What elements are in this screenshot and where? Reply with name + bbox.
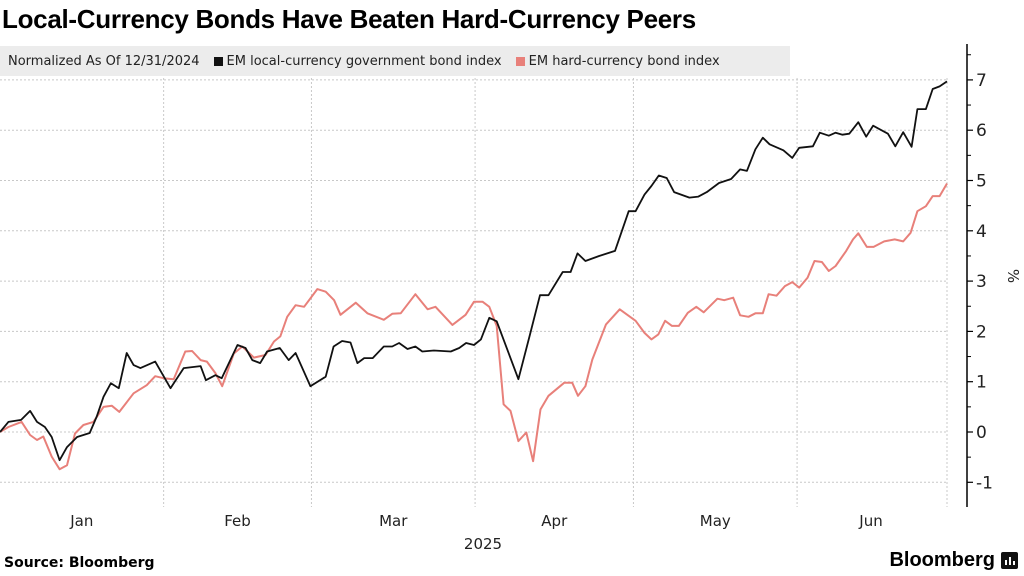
y-tick-label: 6 — [976, 121, 987, 141]
y-tick-label: 7 — [976, 71, 987, 91]
legend-swatch-local — [213, 56, 223, 66]
y-tick-label: 1 — [976, 373, 987, 393]
legend-label-hard: EM hard-currency bond index — [528, 53, 720, 69]
source-note: Source: Bloomberg — [4, 555, 155, 571]
legend-swatch-hard — [515, 56, 525, 66]
y-tick-label: 4 — [976, 222, 987, 242]
chart-title: Local-Currency Bonds Have Beaten Hard-Cu… — [2, 4, 696, 34]
bloomberg-logo: Bloomberg — [889, 549, 1018, 572]
legend-item-hard: EM hard-currency bond index — [515, 53, 720, 69]
x-tick-label: May — [700, 512, 731, 530]
y-axis-label: % — [1004, 269, 1022, 283]
logo-text: Bloomberg — [889, 549, 995, 571]
x-tick-label: Jan — [69, 512, 93, 530]
legend: Normalized As Of 12/31/2024 EM local-cur… — [0, 46, 790, 76]
x-tick-label: Feb — [224, 512, 251, 530]
legend-title: Normalized As Of 12/31/2024 — [8, 53, 200, 69]
legend-item-local: EM local-currency government bond index — [213, 53, 502, 69]
y-tick-label: -1 — [976, 473, 993, 493]
legend-label-local: EM local-currency government bond index — [226, 53, 502, 69]
x-tick-label: Mar — [379, 512, 408, 530]
y-tick-label: 2 — [976, 322, 987, 342]
y-tick-label: 0 — [976, 423, 987, 443]
y-tick-label: 5 — [976, 172, 987, 192]
x-tick-label: Apr — [541, 512, 568, 530]
series-line-local-currency — [0, 80, 948, 462]
x-axis-label: 2025 — [464, 535, 502, 553]
y-tick-label: 3 — [976, 272, 987, 292]
x-tick-label: Jun — [858, 512, 882, 530]
bloomberg-chart-icon — [1001, 552, 1018, 569]
series-line-hard-currency — [0, 182, 948, 471]
